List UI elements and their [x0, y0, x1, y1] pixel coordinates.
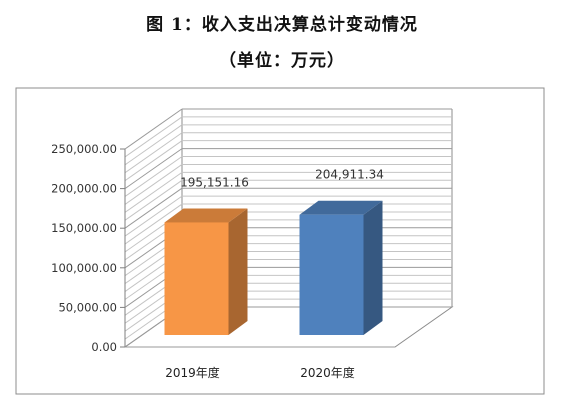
y-tick-label: 150,000.00: [51, 221, 117, 235]
gridline-side: [124, 203, 183, 245]
gridline-side: [124, 140, 183, 182]
gridline-side: [124, 148, 183, 190]
gridline-side: [124, 108, 183, 150]
y-tick-label: 100,000.00: [51, 261, 117, 275]
y-tick-label: 250,000.00: [51, 142, 117, 156]
y-tick-label: 0.00: [91, 340, 117, 354]
gridline-side: [124, 187, 183, 229]
gridline-side: [124, 195, 183, 237]
bar-1: [164, 208, 248, 335]
y-tick-label: 50,000.00: [58, 300, 117, 314]
chart-bars: [164, 200, 383, 335]
data-label-2: 204,911.34: [315, 168, 384, 182]
bar-front: [299, 214, 364, 335]
x-tick-label-1: 2019年度: [165, 365, 220, 380]
gridline-side: [124, 116, 183, 158]
y-tick-label: 200,000.00: [51, 182, 117, 196]
gridline-side: [124, 171, 183, 213]
chart-labels: 0.00 50,000.00 100,000.00 150,000.00 200,000…: [51, 142, 384, 380]
chart-axes: [120, 148, 395, 348]
bar-front: [164, 222, 229, 335]
bar-2: [299, 200, 383, 335]
gridline-side: [124, 124, 183, 166]
bar-top: [164, 208, 248, 223]
bar-side: [228, 208, 248, 335]
bar-side: [363, 200, 383, 335]
data-label-1: 195,151.16: [180, 175, 249, 189]
gridline-side: [124, 156, 183, 197]
x-tick-label-2: 2020年度: [300, 365, 355, 380]
gridline-side: [124, 164, 183, 205]
gridline-side: [124, 179, 183, 221]
chart-subtitle: （单位：万元）: [219, 51, 345, 71]
gridline-side: [124, 132, 183, 174]
bar-top: [299, 200, 383, 215]
chart-title: 图 1：收入支出决算总计变动情况: [146, 15, 418, 35]
